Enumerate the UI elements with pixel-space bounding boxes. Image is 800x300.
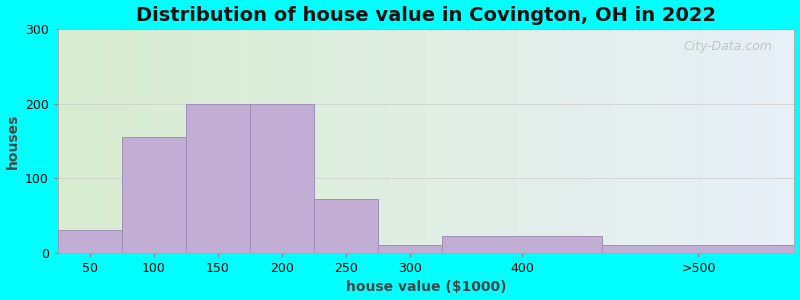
Bar bbox=[58, 230, 122, 253]
Bar bbox=[442, 236, 602, 253]
Bar bbox=[186, 103, 250, 253]
Title: Distribution of house value in Covington, OH in 2022: Distribution of house value in Covington… bbox=[136, 6, 716, 25]
Bar bbox=[122, 137, 186, 253]
Y-axis label: houses: houses bbox=[6, 113, 19, 169]
X-axis label: house value ($1000): house value ($1000) bbox=[346, 280, 506, 294]
Bar bbox=[250, 103, 314, 253]
Bar bbox=[602, 245, 794, 253]
Bar bbox=[314, 199, 378, 253]
Bar bbox=[378, 245, 442, 253]
Text: City-Data.com: City-Data.com bbox=[683, 40, 772, 53]
